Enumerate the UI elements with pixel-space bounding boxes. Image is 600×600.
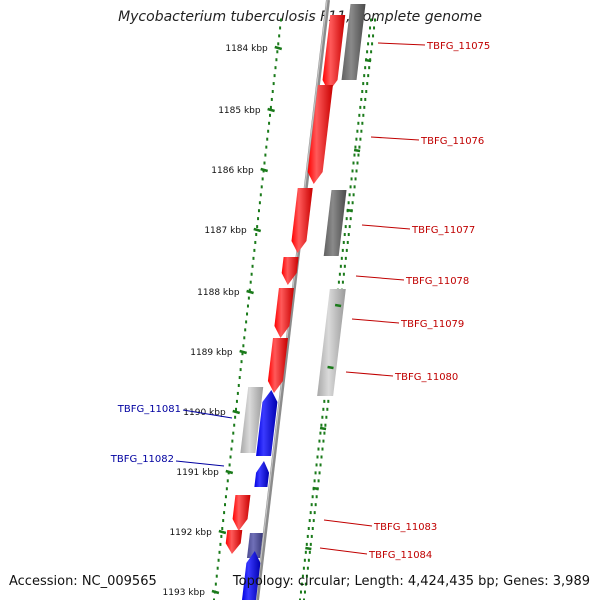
scale-tick xyxy=(218,529,227,535)
label-connectors xyxy=(175,42,426,555)
scale-label: 1192 kbp xyxy=(169,528,212,538)
scale-tick xyxy=(327,365,334,370)
forward-gene-arrow xyxy=(307,85,333,184)
gene-label[interactable]: TBFG_11081 xyxy=(117,404,181,415)
map-title: Mycobacterium tuberculosis F11, complete… xyxy=(118,9,482,25)
feature-track xyxy=(225,4,366,600)
label-connector xyxy=(323,519,373,527)
scale-label: 1189 kbp xyxy=(190,348,233,358)
gene-label[interactable]: TBFG_11083 xyxy=(373,522,437,533)
scale-tick xyxy=(260,167,269,173)
gene-label[interactable]: TBFG_11078 xyxy=(405,276,469,287)
gene-label[interactable]: TBFG_11082 xyxy=(110,454,174,465)
gene-labels: TBFG_11075 TBFG_11076 TBFG_11077 TBFG_11078… xyxy=(110,41,491,561)
forward-gene-arrow xyxy=(291,188,313,253)
label-connector xyxy=(182,409,233,419)
scale-tick xyxy=(334,303,342,308)
reverse-gene-arrow xyxy=(242,551,261,600)
forward-gene-arrow xyxy=(232,495,251,531)
label-connector xyxy=(377,42,426,46)
forward-gene-arrow xyxy=(322,15,346,92)
scale-tick xyxy=(211,589,220,595)
scale-tick xyxy=(253,227,262,233)
accession-text: Accession: NC_009565 xyxy=(9,574,157,589)
scale-label: 1191 kbp xyxy=(176,468,219,478)
gene-label[interactable]: TBFG_11076 xyxy=(420,136,484,147)
scale-label: 1190 kbp xyxy=(183,408,226,418)
forward-gene-arrow xyxy=(225,530,243,554)
scale-label: 1186 kbp xyxy=(211,166,254,176)
scale-label: 1188 kbp xyxy=(197,288,240,298)
scale-tick xyxy=(267,107,275,113)
feature-block xyxy=(341,4,366,80)
scale-label: 1185 kbp xyxy=(218,106,261,116)
scale-tick xyxy=(353,148,361,153)
scale-tick xyxy=(274,45,283,51)
scale-tick xyxy=(364,58,372,63)
reverse-gene-arrow xyxy=(254,461,270,487)
reverse-gene-arrow xyxy=(256,390,278,456)
gene-label[interactable]: TBFG_11084 xyxy=(368,550,432,561)
scale-tick xyxy=(246,289,254,295)
forward-gene-arrow xyxy=(267,338,289,393)
scale-label: 1184 kbp xyxy=(225,44,268,54)
label-connector xyxy=(351,318,400,324)
label-connector xyxy=(345,371,394,377)
label-connector xyxy=(319,547,368,555)
feature-block xyxy=(240,387,264,453)
label-connector xyxy=(175,460,225,467)
gene-label[interactable]: TBFG_11079 xyxy=(400,319,464,330)
scale-label: 1187 kbp xyxy=(204,226,247,236)
scale-tick xyxy=(239,349,247,355)
feature-block xyxy=(317,289,346,396)
scale-tick xyxy=(225,469,234,475)
scale-tick xyxy=(319,426,327,431)
rna-gene-block xyxy=(246,533,263,558)
forward-gene-arrow xyxy=(274,288,294,338)
scale-tick xyxy=(305,546,312,551)
gene-label[interactable]: TBFG_11080 xyxy=(394,372,458,383)
label-connector xyxy=(370,136,420,141)
scale-tick xyxy=(346,208,353,213)
gene-label[interactable]: TBFG_11075 xyxy=(426,41,490,52)
label-connector xyxy=(355,275,405,281)
scale-label: 1193 kbp xyxy=(163,588,206,598)
genome-summary: Topology: circular; Length: 4,424,435 bp… xyxy=(232,574,590,589)
forward-gene-arrow xyxy=(281,257,299,285)
scale-ticks: 1184 kbp 1185 kbp 1186 kbp 1187 kbp 1188 kbp… xyxy=(163,44,372,598)
gene-label[interactable]: TBFG_11077 xyxy=(411,225,475,236)
label-connector xyxy=(361,224,411,230)
scale-tick xyxy=(232,409,241,415)
scale-tick xyxy=(312,486,319,491)
feature-block xyxy=(323,190,347,256)
